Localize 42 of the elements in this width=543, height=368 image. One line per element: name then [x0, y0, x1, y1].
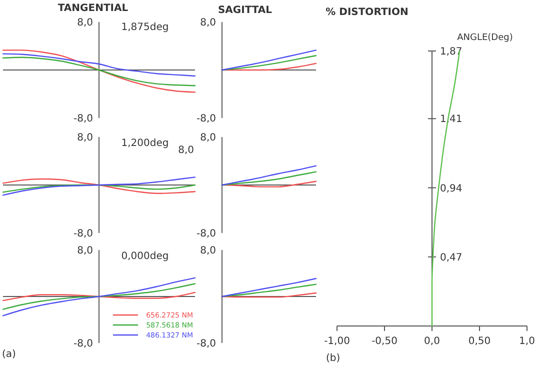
- line-series: [2, 53, 196, 77]
- y-tick-label: 8,0: [200, 246, 216, 256]
- x-tick-label: -1,00: [324, 336, 350, 347]
- x-tick-label: 0,0: [424, 336, 440, 347]
- y-tick-label: -8,0: [73, 228, 93, 240]
- y-tick-label: 0,47: [440, 252, 462, 264]
- line-series: [2, 184, 196, 193]
- y-tick-label: 0,94: [440, 183, 462, 194]
- y-tick-label: -8,0: [196, 228, 216, 240]
- x-tick-label: 1,0: [519, 336, 535, 347]
- line-series: [221, 55, 317, 71]
- text: (a): [2, 349, 16, 360]
- chart-title: SAGITTAL: [218, 5, 273, 16]
- line-series: [2, 292, 196, 302]
- y-tick-label: 8,0: [77, 18, 93, 28]
- annotation: 1,875deg: [121, 22, 169, 33]
- y-axis-title: ANGLE(Deg): [457, 33, 513, 43]
- line-series: [2, 283, 196, 310]
- chart-title: % DISTORTION: [326, 7, 408, 18]
- y-tick-label: -8,0: [73, 114, 93, 124]
- text: (b): [326, 353, 340, 364]
- y-tick-label: 8,0: [200, 18, 216, 28]
- line-series: [221, 284, 317, 298]
- annotation: 1,200deg: [121, 138, 169, 149]
- annotation: 0,000deg: [121, 251, 169, 262]
- line-series: [221, 165, 317, 186]
- line-series: [2, 56, 196, 86]
- y-tick-label: -8,0: [196, 338, 216, 350]
- line-series: [2, 50, 196, 93]
- chart-title: TANGENTIAL: [58, 3, 129, 14]
- y-tick-label: -8,0: [73, 338, 93, 350]
- y-tick-label: 8,0: [200, 132, 216, 144]
- line-series: [221, 278, 317, 298]
- y-tick-label: 8,0: [77, 246, 93, 256]
- y-tick-label: 8,0: [77, 132, 93, 144]
- x-tick-label: -0,50: [372, 336, 398, 347]
- x-tick-label: 0,50: [468, 336, 491, 347]
- y-tick-label: -8,0: [196, 114, 216, 124]
- annotation: 8,0: [178, 145, 194, 156]
- line-series: [221, 171, 317, 186]
- line-series: [2, 277, 196, 316]
- line-series: [221, 50, 317, 71]
